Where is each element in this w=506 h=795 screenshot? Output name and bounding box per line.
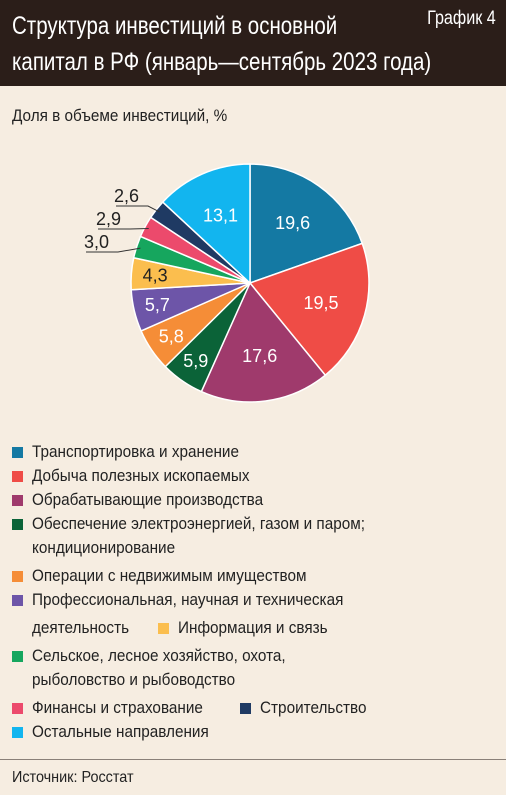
source-note: Источник: Росстат	[12, 769, 134, 786]
legend-line: деятельность Информация и связь	[12, 616, 492, 640]
leader-line	[116, 205, 160, 213]
legend-item: Обеспечение электроэнергией, газом и пар…	[12, 512, 402, 536]
pie-chart: 19,6 19,5 17,6 5,9 5,8 5,7 4,3 3,0 2,9 2,6 13,1	[84, 163, 370, 403]
legend-label: Профессиональная, научная и техническая	[32, 590, 344, 609]
legend-label: Обеспечение электроэнергией, газом и пар…	[32, 514, 366, 533]
legend-line: Профессиональная, научная и техническая	[12, 588, 492, 612]
legend-line: Добыча полезных ископаемых	[12, 464, 492, 488]
legend-swatch	[12, 651, 23, 662]
legend-line: кондиционирование	[12, 536, 492, 560]
legend-swatch	[12, 495, 23, 506]
legend-label: рыболовство и рыбоводство	[32, 670, 236, 689]
legend-label: Обрабатывающие производства	[32, 490, 264, 509]
slice-value-label: 5,7	[145, 295, 170, 315]
pie-slice	[200, 281, 327, 403]
legend-line: Сельское, лесное хозяйство, охота,	[12, 644, 492, 668]
slice-value-label: 17,6	[242, 346, 277, 366]
legend-swatch	[12, 727, 23, 738]
legend-swatch	[12, 703, 23, 714]
slice-value-label: 13,1	[203, 205, 238, 225]
slice-value-label: 4,3	[143, 266, 168, 286]
pie-slice	[248, 242, 370, 377]
legend-swatch	[239, 703, 251, 714]
legend-item: Профессиональная, научная и техническая	[12, 588, 378, 612]
legend-item: Строительство	[239, 696, 378, 720]
legend-item: Добыча полезных ископаемых	[12, 464, 274, 488]
pie-slice	[161, 163, 251, 285]
legend-label: Операции с недвижимым имуществом	[32, 566, 307, 585]
legend-line: Операции с недвижимым имуществом	[12, 564, 492, 588]
legend-label: деятельность	[32, 618, 130, 637]
chart-title: Структура инвестиций в основной капитал …	[12, 8, 432, 80]
slice-value-label: 19,6	[275, 213, 310, 233]
legend-line: Транспортировка и хранение	[12, 440, 492, 464]
slice-value-label: 5,9	[183, 351, 208, 371]
legend-item: Финансы и страхование	[12, 696, 222, 720]
legend-swatch	[12, 519, 23, 530]
legend-swatch	[12, 595, 23, 606]
chart-number-tag: График 4	[427, 8, 496, 29]
slice-value-label: 3,0	[84, 232, 109, 252]
legend-label-continuation: кондиционирование	[12, 536, 191, 560]
legend-swatch	[12, 447, 23, 458]
slice-value-label: 5,8	[159, 327, 184, 347]
legend-line: рыболовство и рыбоводство	[12, 668, 492, 692]
source-divider	[0, 759, 506, 760]
legend-item: Обрабатывающие производства	[12, 488, 289, 512]
legend-line: Финансы и страхование Строительство	[12, 696, 492, 720]
legend-label: Сельское, лесное хозяйство, охота,	[32, 646, 286, 665]
legend-label-continuation: рыболовство и рыбоводство	[12, 668, 258, 692]
legend-item: Остальные направления	[12, 720, 228, 744]
legend-label: Строительство	[259, 698, 367, 717]
legend-label: Добыча полезных ископаемых	[32, 466, 250, 485]
legend-swatch	[12, 471, 23, 482]
legend-swatch	[157, 623, 169, 634]
leader-line	[86, 247, 141, 253]
legend-swatch	[12, 571, 23, 582]
slice-value-label: 2,6	[114, 186, 139, 206]
legend-label: кондиционирование	[32, 538, 176, 557]
legend-item: Транспортировка и хранение	[12, 440, 262, 464]
chart-header: Структура инвестиций в основной капитал …	[0, 0, 506, 86]
chart-title-line-2: капитал в РФ (январь—сентябрь 2023 года)	[12, 48, 432, 76]
legend-line: Обрабатывающие производства	[12, 488, 492, 512]
slice-value-label: 2,9	[96, 209, 121, 229]
chart-legend: Транспортировка и хранение Добыча полезны…	[12, 440, 492, 744]
legend-item: Операции с недвижимым имуществом	[12, 564, 337, 588]
legend-label: Финансы и страхование	[32, 698, 203, 717]
legend-label: Транспортировка и хранение	[32, 442, 239, 461]
legend-label: Остальные направления	[32, 722, 209, 741]
chart-subtitle: Доля в объеме инвестиций, %	[12, 106, 228, 125]
legend-line: Остальные направления	[12, 720, 492, 744]
legend-line: Обеспечение электроэнергией, газом и пар…	[12, 512, 492, 536]
legend-label-continuation: деятельность	[12, 616, 140, 640]
slice-value-label: 19,5	[304, 293, 339, 313]
legend-item: Сельское, лесное хозяйство, охота,	[12, 644, 314, 668]
chart-title-line-1: Структура инвестиций в основной	[12, 12, 338, 40]
legend-label: Информация и связь	[177, 618, 328, 637]
legend-item: Информация и связь	[157, 616, 344, 640]
